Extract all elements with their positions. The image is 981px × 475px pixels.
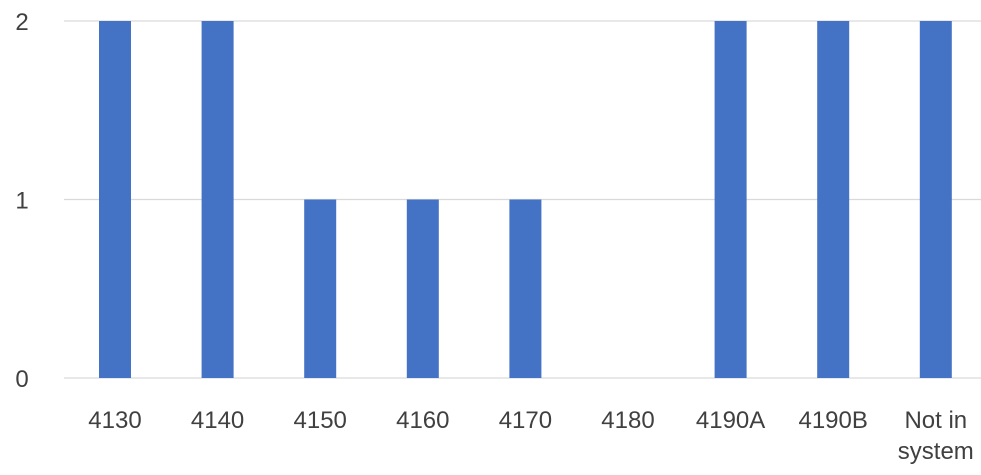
- x-axis-ticks: 4130 4140 4150 4160 4170 4180 4190A 4190B Not in…: [88, 407, 974, 465]
- x-tick-label: 4130: [88, 407, 141, 434]
- x-tick-label: Not in system: [898, 407, 974, 465]
- x-tick-label: 4150: [294, 407, 347, 434]
- bar: [509, 199, 542, 378]
- bar: [99, 21, 131, 378]
- x-tick-label: 4180: [601, 407, 654, 434]
- x-tick-label: 4160: [396, 407, 449, 434]
- bar: [406, 199, 439, 378]
- bar: [817, 21, 850, 378]
- y-tick-label: 1: [15, 188, 28, 215]
- y-tick-label: 0: [15, 366, 28, 393]
- x-tick-label: 4190B: [798, 407, 867, 434]
- bar: [201, 21, 234, 378]
- x-tick-label: 4190A: [696, 407, 765, 434]
- y-tick-label: 2: [15, 9, 28, 36]
- x-tick-label: 4140: [191, 407, 244, 434]
- x-tick-label: 4170: [499, 407, 552, 434]
- bars: [99, 21, 952, 378]
- y-axis-ticks: 0 1 2: [15, 9, 28, 393]
- bar: [714, 21, 747, 378]
- bar: [919, 21, 952, 378]
- bar: [304, 199, 337, 378]
